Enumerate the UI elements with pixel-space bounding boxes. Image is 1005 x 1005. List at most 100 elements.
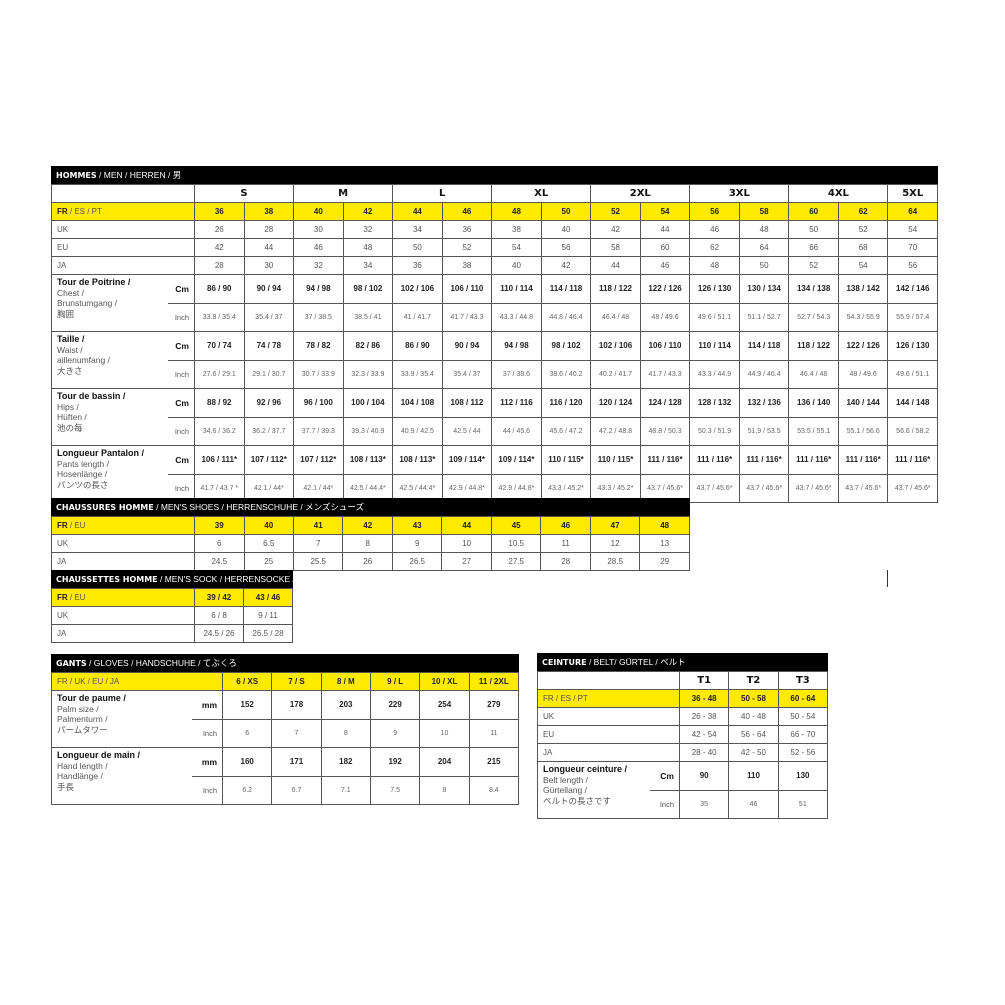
socks-size-table: CHAUSSETTES HOMME / MEN'S SOCK / HERRENS… xyxy=(50,570,356,643)
size-value: 54 xyxy=(639,202,691,221)
men-table: S M L XL 2XL 3XL 4XL 5XL FR / ES / PT 36 38 40 42 44 4… xyxy=(51,184,938,503)
measurement-value: 10 xyxy=(419,718,470,748)
size-value: 42 - 54 xyxy=(678,725,730,744)
measurement-value: 8 xyxy=(320,718,372,748)
measurement-value: 40.9 / 42.5 xyxy=(392,416,443,446)
measurement-value: 86 / 90 xyxy=(194,274,245,304)
measurement-value: 70 / 74 xyxy=(194,331,245,361)
size-value: 6.5 xyxy=(243,534,294,553)
unit-label: Cm xyxy=(649,761,680,791)
measurement-value: 100 / 104 xyxy=(342,388,394,418)
row-label: JA xyxy=(50,552,196,571)
unit-label: Inch xyxy=(167,302,195,332)
measurement-value: 30.7 / 33.9 xyxy=(293,359,344,389)
size-value: 24.5 xyxy=(194,552,245,571)
size-value: 52 xyxy=(788,256,839,275)
measurement-value: 178 xyxy=(271,690,322,720)
size-value: 50 xyxy=(392,238,443,257)
size-label: T3 xyxy=(777,671,829,690)
measurement-value: 7 xyxy=(271,718,322,748)
measurement-value: 111 / 116* xyxy=(738,445,790,475)
measurement-label-line: Hosenlänge / xyxy=(57,469,108,479)
shoes-title-bar: CHAUSSURES HOMME / MEN'S SHOES / HERRENS… xyxy=(51,498,690,516)
size-row: JA 28 - 40 42 - 50 52 - 56 xyxy=(537,743,829,762)
size-label: L xyxy=(392,184,493,203)
measurement-value: 110 / 114 xyxy=(689,331,740,361)
size-value: 44 xyxy=(639,220,691,239)
size-value: 42 xyxy=(342,202,394,221)
size-value: 50 xyxy=(788,220,839,239)
measurement-value: 124 / 128 xyxy=(639,388,691,418)
size-value: 56 xyxy=(540,238,592,257)
measurement-value: 90 xyxy=(678,761,730,791)
measurement-value: 74 / 78 xyxy=(243,331,295,361)
row-label: FR / EU xyxy=(50,588,196,607)
size-value: 26 - 38 xyxy=(678,707,730,726)
measurement-value: 116 / 120 xyxy=(540,388,592,418)
row-label-text: / EU xyxy=(67,521,86,530)
size-value: 38 xyxy=(243,202,295,221)
measurement-label-line: ベルトの長さです xyxy=(543,795,612,806)
size-value: 54 xyxy=(837,256,889,275)
measurement-row-inch: Inch 6 7 8 9 10 11 xyxy=(52,718,520,748)
size-value: 26.5 / 28 xyxy=(243,624,293,643)
measurement-label: Longueur Pantalon / Pants length / Hosenlä… xyxy=(51,445,168,503)
measurement-value: 111 / 116* xyxy=(689,445,740,475)
measurement-value: 128 / 132 xyxy=(689,388,740,418)
size-value: 29 xyxy=(639,552,690,571)
size-value: 48 xyxy=(639,516,690,535)
measurement-value: 94 / 98 xyxy=(293,274,344,304)
row-label: UK xyxy=(50,606,196,625)
row-label: FR / ES / PT xyxy=(51,202,195,221)
unit-label: Inch xyxy=(649,789,680,819)
measurement-row-inch: Inch 6.2 6.7 7.1 7.5 8 8.4 xyxy=(52,775,520,805)
row-label-text: FR / ES / PT xyxy=(543,694,588,703)
measurement-value: 48 / 49.6 xyxy=(639,302,691,332)
size-value: 30 xyxy=(243,256,295,275)
row-label: UK xyxy=(51,220,195,239)
size-value: 10.5 xyxy=(490,534,542,553)
measurement-label-line: Taille / xyxy=(57,334,85,344)
measurement-value: 55.9 / 57.4 xyxy=(887,302,938,332)
row-label-text: JA xyxy=(57,261,67,270)
size-label: S xyxy=(193,184,295,203)
size-value: 42 - 50 xyxy=(728,743,779,762)
size-value: 46 xyxy=(441,202,493,221)
measurement-value: 98 / 102 xyxy=(342,274,394,304)
measurement-value: 41.7 / 43.3 xyxy=(639,359,691,389)
measurement-value: 40.2 / 41.7 xyxy=(590,359,641,389)
measurement-value: 112 / 116 xyxy=(491,388,542,418)
measurement-value: 108 / 112 xyxy=(441,388,493,418)
measurement-value: 42.5 / 44 xyxy=(441,416,493,446)
measurement-label-line: aillenumfang / xyxy=(57,355,110,365)
measurement-label-line: 胸囲 xyxy=(57,308,75,319)
measurement-value: 43.7 / 45.6* xyxy=(689,473,740,503)
divider-line xyxy=(887,570,888,587)
size-value: 32 xyxy=(342,220,394,239)
measurement-value: 86 / 90 xyxy=(392,331,443,361)
size-value: 36 - 48 xyxy=(678,689,730,708)
measurement-value: 8.4 xyxy=(468,775,520,805)
measurement-value: 106 / 111* xyxy=(194,445,245,475)
row-label: UK xyxy=(50,534,196,553)
size-value: 60 xyxy=(788,202,839,221)
size-value: 11 xyxy=(540,534,591,553)
size-value: 38 xyxy=(441,256,493,275)
size-value: 46 xyxy=(689,220,740,239)
size-value: 43 xyxy=(391,516,443,535)
size-value: 47 xyxy=(589,516,641,535)
measurement-value: 6.7 xyxy=(271,775,322,805)
measurement-value: 106 / 110 xyxy=(639,331,691,361)
size-label: T1 xyxy=(678,671,730,690)
size-value: 34 xyxy=(392,220,443,239)
measurement-value: 92 / 96 xyxy=(243,388,295,418)
section-subtitle: / MEN'S SOCK / HERRENSOCKE / メンズソックス xyxy=(157,574,357,584)
measurement-value: 122 / 126 xyxy=(837,331,889,361)
unit-label: Inch xyxy=(191,775,224,805)
measurement-value: 45.6 / 47.2 xyxy=(540,416,592,446)
measurement-value: 118 / 122 xyxy=(788,331,839,361)
measurement-value: 122 / 126 xyxy=(639,274,691,304)
